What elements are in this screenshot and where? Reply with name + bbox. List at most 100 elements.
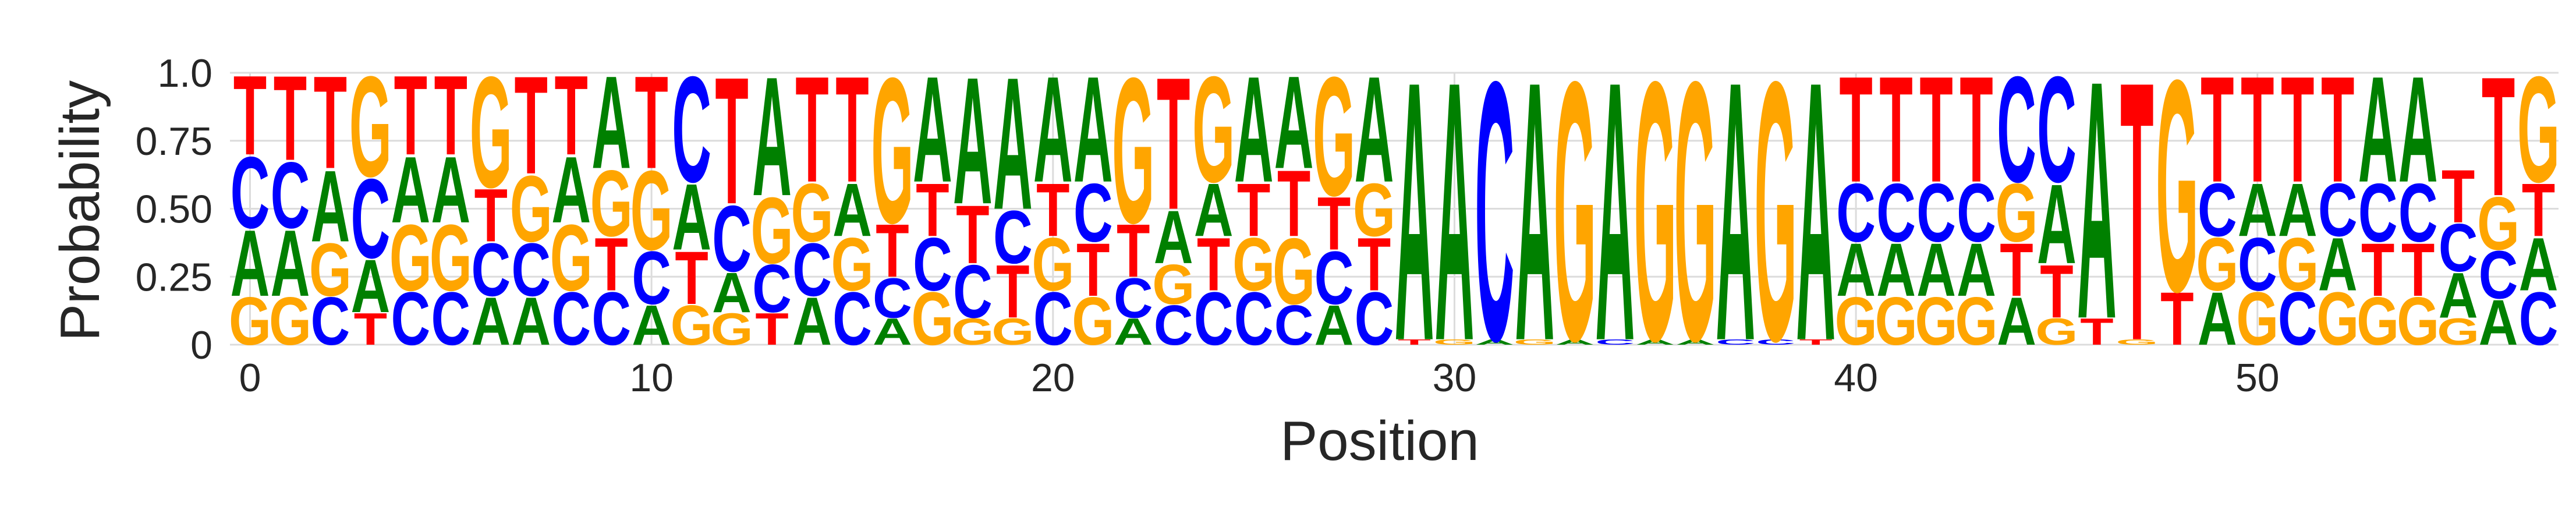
logo-letter-A-pos-54: A [2398,45,2438,214]
logo-letter-A-pos-56: A [2479,286,2518,359]
y-tick-label: 0.75 [136,119,212,164]
logo-letter-G-pos-8: G [550,206,593,311]
logo-letter-G-pos-53: G [2357,284,2399,359]
logo-letter-A-pos-43: A [1957,228,1996,311]
logo-letter-T-pos-56: T [2482,41,2515,231]
logo-letter-A-pos-53: A [2358,45,2398,214]
logo-letter-C-pos-25: C [1234,277,1274,360]
logo-letter-C-pos-13: C [752,251,792,327]
logo-letter-A-pos-9: A [591,48,631,196]
logo-letter-C-pos-21: C [1073,167,1113,260]
logo-letter-C-pos-52: C [2318,168,2358,252]
logo-letter-T-pos-54: T [2401,228,2435,311]
logo-letter-A-pos-30: A [1435,5,1475,418]
logo-letter-C-pos-51: C [2278,277,2318,360]
logo-letter-T-pos-12: T [715,40,748,242]
logo-letter-T-pos-44: T [2000,228,2033,311]
logo-letter-A-pos-18: A [953,40,993,242]
logo-letter-G-pos-52: G [2316,277,2359,360]
logo-letter-C-pos-38: C [1756,338,1795,346]
logo-letter-T-pos-24: T [1197,222,1230,306]
y-tick-label: 0 [190,323,212,367]
logo-letter-A-pos-21: A [1073,45,1113,214]
logo-letter-C-pos-3: C [350,156,390,282]
logo-letter-T-pos-3: T [354,304,387,355]
logo-letter-G-pos-55: G [2437,311,2479,353]
logo-letter-C-pos-44: C [1997,45,2036,214]
logo-letter-T-pos-48: T [2160,277,2194,360]
logo-letter-C-pos-40: C [1836,167,1876,260]
logo-letter-T-pos-22: T [1117,208,1150,292]
logo-letter-C-pos-54: C [2398,167,2438,260]
logo-letters: GACTGACTCGATTACGCGATCGATACTGACGTCGATCTGA… [229,5,2560,418]
logo-letter-T-pos-0: T [233,53,267,179]
logo-letter-T-pos-41: T [1879,45,1912,214]
logo-letter-C-pos-8: C [551,277,591,360]
logo-letter-C-pos-9: C [591,277,631,360]
logo-letter-A-pos-2: A [311,149,350,263]
logo-letter-A-pos-29: A [1395,5,1434,418]
logo-letter-A-pos-44: A [1997,284,2036,359]
logo-letter-T-pos-2: T [314,48,347,196]
logo-letter-A-pos-49: A [2198,277,2237,360]
logo-letter-A-pos-4: A [391,137,430,243]
logo-letter-C-pos-16: C [873,267,912,330]
logo-letter-C-pos-22: C [1114,267,1153,330]
logo-letter-G-pos-49: G [2196,222,2238,306]
logo-letter-T-pos-49: T [2201,45,2234,214]
logo-letter-T-pos-10: T [635,48,668,196]
logo-letter-G-pos-2: G [309,228,352,311]
logo-letter-A-pos-16: A [873,311,912,353]
logo-letter-A-pos-28: A [1355,45,1394,214]
logo-letter-G-pos-16: G [871,35,913,267]
logo-letter-A-pos-14: A [792,284,832,359]
logo-letter-G-pos-56: G [2477,182,2520,265]
logo-letter-G-pos-1: G [269,284,311,359]
logo-letter-A-pos-45: A [2037,161,2077,288]
logo-letter-C-pos-53: C [2358,167,2398,260]
logo-letter-G-pos-11: G [671,293,713,357]
logo-letter-C-pos-43: C [1957,167,1996,260]
logo-letter-C-pos-45: C [2037,45,2077,214]
logo-letter-A-pos-50: A [2238,168,2277,252]
logo-letter-A-pos-7: A [511,284,551,359]
logo-letter-G-pos-3: G [349,46,392,207]
logo-letter-T-pos-53: T [2361,228,2394,311]
logo-letter-G-pos-27: G [1313,41,1355,231]
logo-letter-T-pos-57: T [2522,168,2555,252]
logo-letter-A-pos-27: A [1314,293,1354,357]
logo-letter-A-pos-41: A [1876,228,1916,311]
logo-letter-G-pos-24: G [1192,45,1235,214]
logo-letter-A-pos-6: A [471,284,511,359]
logo-letter-G-pos-15: G [831,222,873,306]
logo-letter-C-pos-7: C [511,228,551,311]
logo-letter-G-pos-41: G [1875,284,1918,359]
logo-letter-A-pos-39: A [1796,5,1836,418]
logo-letter-C-pos-0: C [231,136,270,250]
logo-letter-C-pos-17: C [913,222,952,306]
logo-letter-G-pos-26: G [1273,219,1315,324]
logo-letter-C-pos-55: C [2439,210,2478,286]
logo-letter-A-pos-8: A [551,137,591,243]
x-axis-title: Position [1280,410,1479,472]
logo-letter-G-pos-28: G [1353,168,1395,252]
x-tick-label: 10 [629,356,674,400]
logo-letter-A-pos-52: A [2318,222,2358,306]
logo-letter-C-pos-56: C [2479,238,2518,313]
logo-letter-C-pos-28: C [1355,277,1394,360]
logo-letter-A-pos-36: A [1675,338,1715,346]
logo-letter-A-pos-33: A [1555,338,1595,346]
x-tick-label: 50 [2235,356,2280,400]
logo-letter-G-pos-57: G [2517,45,2560,214]
logo-letter-A-pos-46: A [2077,10,2117,390]
logo-letter-T-pos-9: T [594,222,628,306]
logo-letter-C-pos-2: C [311,284,350,359]
logo-letter-C-pos-50: C [2238,222,2277,306]
logo-letter-G-pos-30: G [1433,338,1476,346]
logo-letter-A-pos-15: A [832,168,872,252]
logo-letter-A-pos-55: A [2439,259,2478,331]
logo-letter-T-pos-39: T [1799,338,1832,346]
logo-letter-C-pos-5: C [431,277,470,360]
logo-letter-A-pos-11: A [672,165,711,270]
logo-letter-G-pos-40: G [1835,284,1877,359]
